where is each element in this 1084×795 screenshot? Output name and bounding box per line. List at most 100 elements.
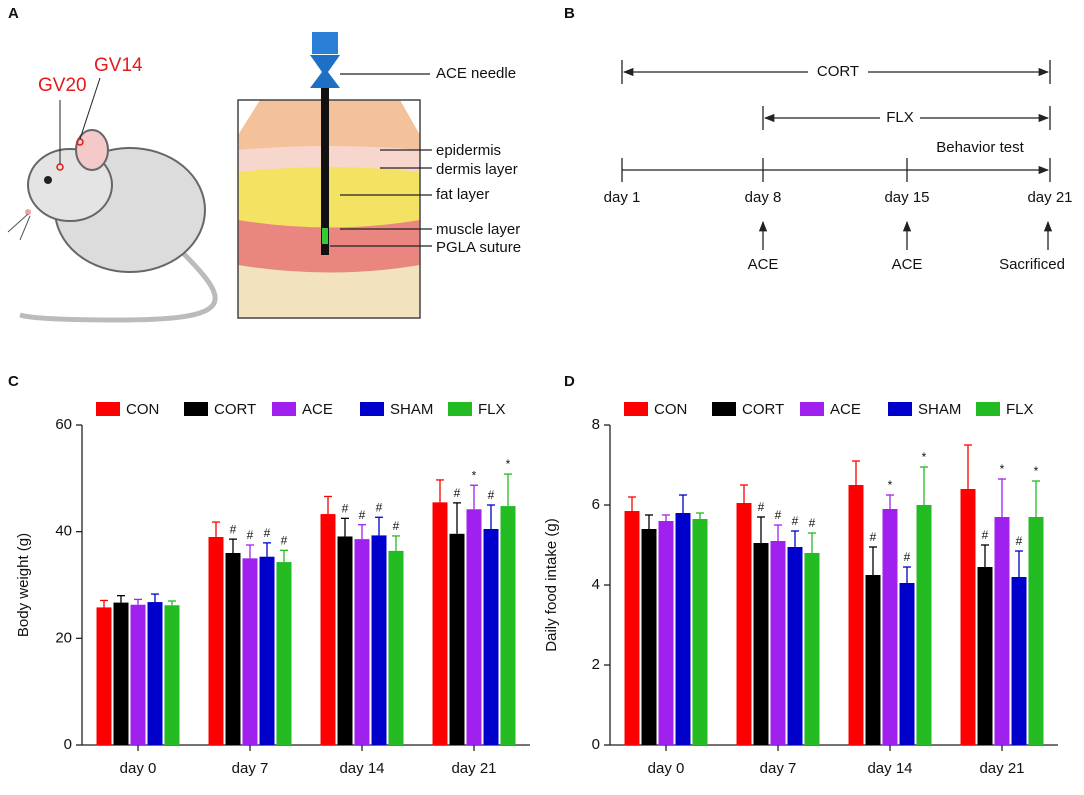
significance-marker: #: [342, 502, 349, 516]
legend-swatch: [712, 402, 736, 416]
legend-label: CORT: [742, 401, 784, 418]
bar: [164, 605, 180, 745]
legend-label: CON: [654, 401, 687, 418]
significance-marker: *: [472, 468, 477, 482]
bar: [500, 506, 516, 745]
mouse: [7, 77, 218, 323]
span-label: CORT: [817, 63, 859, 80]
bar: [736, 503, 752, 745]
y-tick-label: 2: [592, 656, 600, 673]
bar: [466, 509, 482, 745]
significance-marker: #: [792, 514, 799, 528]
bar: [483, 529, 499, 745]
span-label: FLX: [886, 109, 914, 126]
bar: [804, 553, 820, 745]
bar: [259, 556, 275, 745]
layer-label: ACE needle: [436, 65, 516, 82]
x-tick-label: day 0: [120, 760, 157, 777]
bar: [276, 562, 292, 745]
bar: [1028, 517, 1044, 745]
x-tick-label: day 21: [979, 760, 1024, 777]
significance-marker: *: [888, 478, 893, 492]
legend-swatch: [184, 402, 208, 416]
significance-marker: #: [247, 528, 254, 542]
layer-label: PGLA suture: [436, 239, 521, 256]
significance-marker: #: [359, 508, 366, 522]
acupoint-label: GV20: [38, 75, 87, 96]
bar: [994, 517, 1010, 745]
bar: [882, 509, 898, 745]
day-label: day 1: [604, 189, 641, 206]
x-tick-label: day 14: [867, 760, 912, 777]
day-label: day 15: [884, 189, 929, 206]
event-label: Sacrificed: [999, 256, 1065, 273]
layer-label: muscle layer: [436, 221, 520, 238]
bar: [977, 567, 993, 745]
y-tick-label: 0: [592, 736, 600, 753]
x-tick-label: day 0: [648, 760, 685, 777]
significance-marker: #: [1016, 534, 1023, 548]
significance-marker: #: [488, 488, 495, 502]
layer-label: fat layer: [436, 186, 489, 203]
legend-label: FLX: [1006, 401, 1034, 418]
bar: [787, 547, 803, 745]
event-label: ACE: [892, 256, 923, 273]
y-tick-label: 20: [55, 629, 72, 646]
bar: [848, 485, 864, 745]
significance-marker: #: [281, 534, 288, 548]
acupoint-label: GV14: [94, 55, 143, 76]
y-tick-label: 60: [55, 416, 72, 433]
bar: [147, 602, 163, 745]
bar: [899, 583, 915, 745]
bar: [371, 535, 387, 745]
y-tick-label: 6: [592, 496, 600, 513]
legend-swatch: [272, 402, 296, 416]
bar: [753, 543, 769, 745]
legend-swatch: [976, 402, 1000, 416]
legend-label: SHAM: [390, 401, 433, 418]
x-tick-label: day 7: [232, 760, 269, 777]
bar: [337, 536, 353, 745]
bar: [658, 521, 674, 745]
legend-label: SHAM: [918, 401, 961, 418]
bar: [449, 533, 465, 745]
event-label: ACE: [748, 256, 779, 273]
legend-swatch: [888, 402, 912, 416]
significance-marker: *: [1034, 464, 1039, 478]
day-label: day 21: [1027, 189, 1072, 206]
bar: [320, 514, 336, 745]
legend-label: CORT: [214, 401, 256, 418]
significance-marker: #: [264, 526, 271, 540]
panel-label: D: [564, 373, 575, 390]
bar: [641, 529, 657, 745]
y-tick-label: 4: [592, 576, 600, 593]
bar: [865, 575, 881, 745]
x-tick-label: day 21: [451, 760, 496, 777]
y-tick-label: 8: [592, 416, 600, 433]
y-tick-label: 40: [55, 523, 72, 540]
legend-label: ACE: [830, 401, 861, 418]
significance-marker: #: [230, 522, 237, 536]
legend-label: ACE: [302, 401, 333, 418]
significance-marker: #: [758, 500, 765, 514]
significance-marker: #: [982, 528, 989, 542]
significance-marker: *: [1000, 462, 1005, 476]
significance-marker: #: [376, 500, 383, 514]
significance-marker: #: [904, 550, 911, 564]
bar: [770, 541, 786, 745]
legend-swatch: [448, 402, 472, 416]
panel-label: C: [8, 373, 19, 390]
bar: [208, 537, 224, 745]
bar: [916, 505, 932, 745]
layer-label: dermis layer: [436, 161, 518, 178]
panel-label: B: [564, 5, 575, 22]
bar: [130, 604, 146, 745]
y-axis-label: Body weight (g): [15, 533, 32, 637]
day-label: day 8: [745, 189, 782, 206]
bar: [624, 511, 640, 745]
panel-label: A: [8, 5, 19, 22]
y-axis-label: Daily food intake (g): [543, 518, 560, 651]
legend-label: FLX: [478, 401, 506, 418]
bar: [354, 539, 370, 745]
